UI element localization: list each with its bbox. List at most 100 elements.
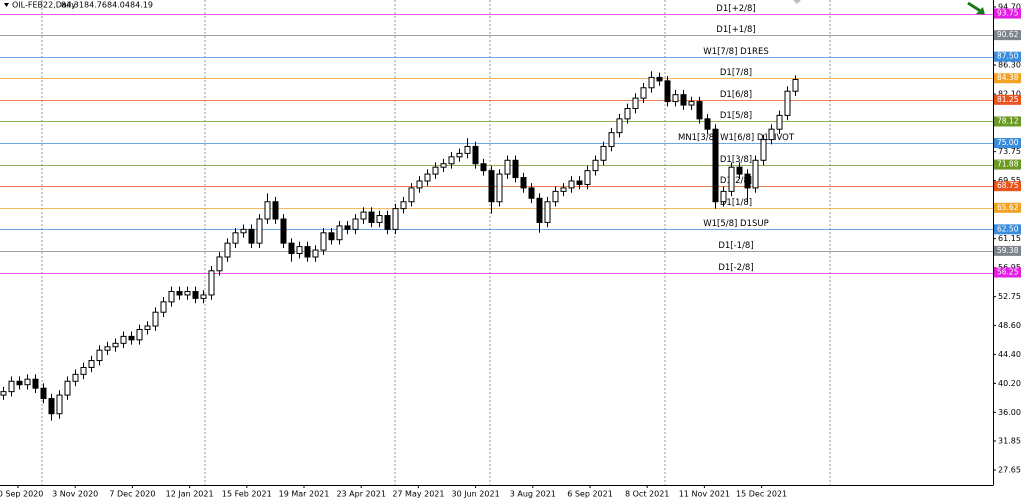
candle-body <box>496 173 503 203</box>
y-tick-label: 73.75 <box>998 147 1021 156</box>
candle-body <box>32 378 39 389</box>
candle-body <box>160 301 167 313</box>
level-value: 78.12 <box>997 116 1019 125</box>
x-tick-label: 27 May 2021 <box>392 490 444 499</box>
level-value-box <box>994 51 1021 62</box>
level-value: 62.50 <box>997 224 1019 233</box>
level-value-box <box>994 245 1021 256</box>
level-value-box <box>994 159 1021 170</box>
x-tick-label: 3 Aug 2021 <box>510 490 556 499</box>
x-tick-label: 15 Dec 2021 <box>736 490 787 499</box>
candle-body <box>328 232 335 241</box>
candle-body <box>8 380 15 393</box>
candle-body <box>216 256 223 272</box>
level-value-box <box>994 94 1021 105</box>
candle-body <box>728 166 735 192</box>
level-value-box <box>994 116 1021 127</box>
level-label: D1[2/8] <box>720 176 752 186</box>
level-label: D1[+1/8] <box>716 25 755 35</box>
candle-body <box>712 128 719 203</box>
candle-body <box>696 101 703 120</box>
y-tick-label: 86.30 <box>998 60 1021 69</box>
y-tick-label: 36.00 <box>998 408 1021 417</box>
level-label: D1[1/8] <box>720 198 752 208</box>
level-value-box <box>994 267 1021 278</box>
level-value: 87.50 <box>997 52 1019 61</box>
candle-body <box>152 311 159 327</box>
candle-body <box>736 166 743 175</box>
y-tick-label: 69.55 <box>998 176 1021 185</box>
x-tick-label: 15 Feb 2021 <box>222 490 272 499</box>
candle-body <box>768 128 775 141</box>
x-tick-label: 3 Nov 2020 <box>52 490 98 499</box>
y-tick-label: 44.40 <box>998 350 1021 359</box>
candle-body <box>392 208 399 230</box>
candle-body <box>376 215 383 223</box>
level-value: 56.25 <box>997 268 1019 277</box>
candle-body <box>592 159 599 172</box>
x-tick-label: 30 Jun 2021 <box>452 490 500 499</box>
candle-body <box>80 366 87 375</box>
x-tick-label: 19 Mar 2021 <box>279 490 330 499</box>
candle-body <box>64 380 71 396</box>
candle-body <box>440 163 447 168</box>
y-tick-label: 94.70 <box>998 2 1021 11</box>
x-tick-label: 6 Sep 2021 <box>567 490 613 499</box>
candle-body <box>568 180 575 189</box>
candle-body <box>416 180 423 189</box>
x-tick-label: 23 Apr 2021 <box>336 490 385 499</box>
menu-arrow[interactable] <box>4 3 9 7</box>
x-tick-label: 7 Dec 2020 <box>109 490 155 499</box>
candles <box>3 71 796 421</box>
candle-body <box>176 290 183 296</box>
candle-body <box>296 246 303 255</box>
level-value: 84.38 <box>997 73 1019 82</box>
y-tick-label: 31.85 <box>998 437 1021 446</box>
candle-body <box>680 94 687 106</box>
candle-body <box>472 145 479 165</box>
candle-body <box>656 76 663 82</box>
candle-body <box>344 225 351 230</box>
candle-body <box>512 159 519 179</box>
scroll-marker <box>793 0 801 4</box>
candle-body <box>688 101 695 106</box>
level-value: 71.88 <box>997 160 1019 169</box>
candle-body <box>16 380 23 386</box>
candle-body <box>504 159 511 175</box>
y-tick-label: 40.20 <box>998 379 1021 388</box>
candle-body <box>224 242 231 258</box>
candle-body <box>464 145 471 154</box>
symbol: OIL-FEB22,Daily <box>12 1 76 10</box>
ohlc-value: 84.76 <box>84 1 107 10</box>
candle-body <box>536 197 543 223</box>
level-value: 59.38 <box>997 246 1019 255</box>
candle-body <box>544 201 551 223</box>
ohlc-value: 84.19 <box>130 1 153 10</box>
candle-body <box>520 177 527 189</box>
candle-body <box>792 78 799 92</box>
level-label: MN1[3/8] W1[6/8] D1PIVOT <box>678 133 795 143</box>
level-label: D1[-1/8] <box>718 241 753 251</box>
candle-body <box>560 187 567 192</box>
candle-body <box>304 246 311 258</box>
level-label: D1[5/8] <box>720 111 752 121</box>
candle-body <box>104 346 111 351</box>
candle-body <box>784 90 791 116</box>
level-label: W1[5/8] D1SUP <box>703 219 769 229</box>
shift-arrow-head <box>976 7 985 15</box>
x-tick-label: 11 Nov 2021 <box>679 490 730 499</box>
candle-body <box>56 394 63 415</box>
candle-body <box>400 201 407 210</box>
candle-body <box>72 373 79 382</box>
candle-body <box>280 218 287 244</box>
level-label: D1[7/8] <box>720 68 752 78</box>
candle-body <box>320 232 327 251</box>
level-value: 75.00 <box>997 138 1019 147</box>
candle-body <box>0 391 7 396</box>
candle-body <box>584 170 591 185</box>
candle-body <box>752 159 759 189</box>
level-value-box <box>994 8 1021 19</box>
candle-body <box>96 349 103 362</box>
candle-body <box>720 190 727 203</box>
